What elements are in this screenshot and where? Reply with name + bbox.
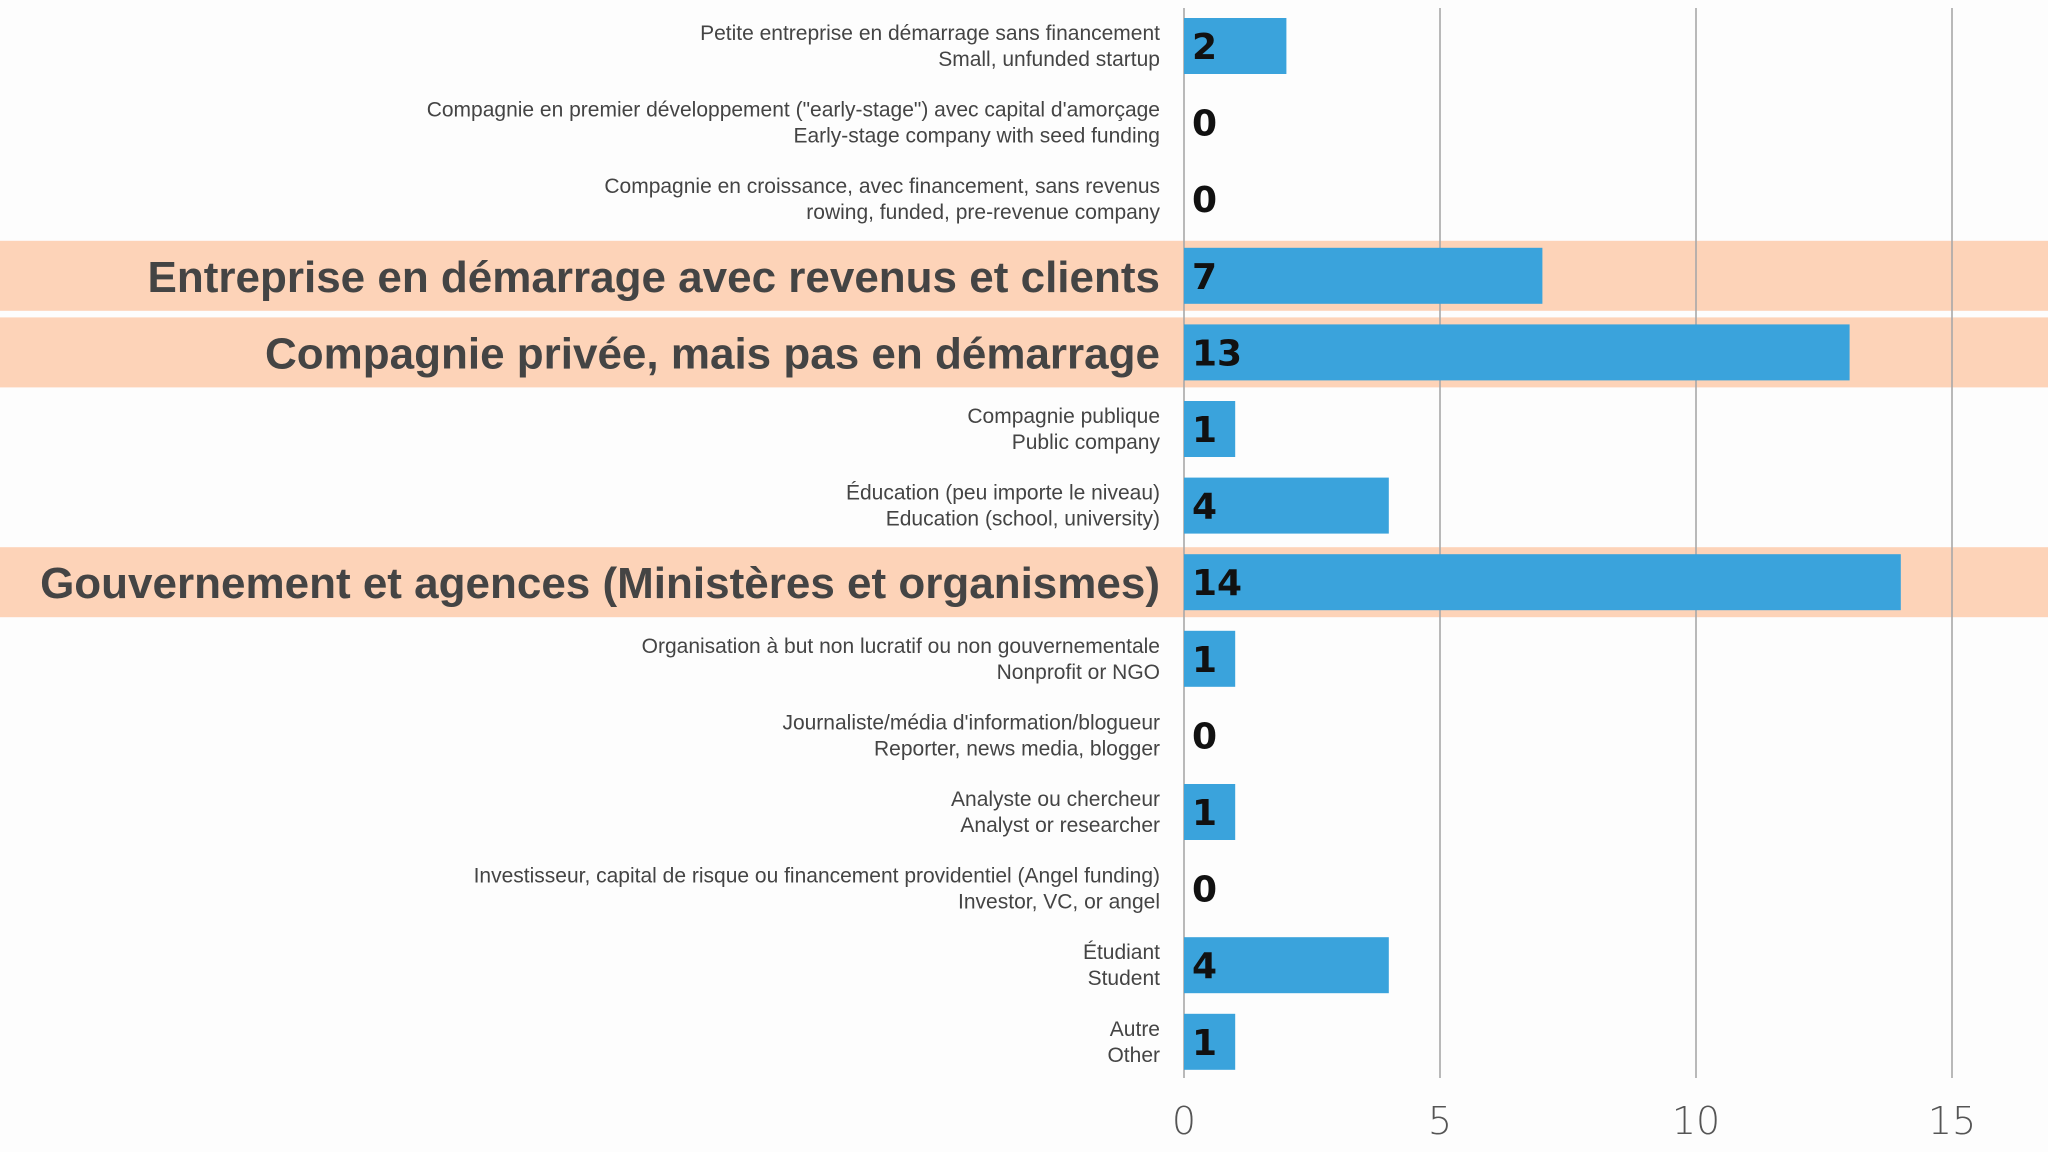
category-label: Autre Other: [1107, 1018, 1160, 1067]
category-label-fr: Autre: [1110, 1018, 1160, 1041]
bar: [1184, 324, 1850, 381]
bar: [1184, 247, 1543, 304]
category-label: Gouvernement et agences (Ministères et o…: [40, 559, 1160, 608]
category-label: Éducation (peu importe le niveau) Educati…: [846, 482, 1160, 531]
category-label-en: Early-stage company with seed funding: [793, 125, 1160, 148]
bar: [1184, 630, 1236, 687]
category-label-fr: Compagnie en croissance, avec financemen…: [604, 175, 1160, 198]
category-label-fr: Étudiant: [1083, 941, 1160, 964]
bar: [1184, 18, 1287, 74]
x-tick-label: 0: [1172, 1099, 1196, 1143]
category-label: Petite entreprise en démarrage sans fina…: [700, 22, 1160, 71]
highlight-band: [0, 240, 2048, 311]
bar: [1184, 477, 1389, 534]
bar: [1184, 784, 1236, 840]
category-label-en: Other: [1107, 1044, 1160, 1067]
bar-value-label: 0: [1192, 104, 1217, 145]
bar-value-label: 4: [1192, 487, 1217, 528]
bar: [1184, 554, 1901, 611]
bar-value-label: 1: [1192, 1023, 1217, 1064]
category-label-fr: Analyste ou chercheur: [951, 788, 1160, 811]
bar-value-label: 0: [1192, 870, 1217, 911]
bar-value-label: 14: [1192, 563, 1242, 604]
category-label-fr: Petite entreprise en démarrage sans fina…: [700, 22, 1160, 45]
category-label-fr: Compagnie en premier développement ("ear…: [427, 99, 1160, 122]
bar-value-label: 2: [1192, 27, 1217, 68]
category-label-en: Education (school, university): [886, 508, 1160, 531]
category-label: Analyste ou chercheur Analyst or research…: [951, 788, 1160, 837]
category-label: Étudiant Student: [1083, 941, 1160, 990]
bar-value-label: 0: [1192, 716, 1217, 757]
bar-value-label: 1: [1192, 793, 1217, 834]
bar-value-label: 13: [1192, 333, 1242, 374]
category-label: Entreprise en démarrage avec revenus et …: [148, 253, 1161, 302]
bar-value-label: 1: [1192, 410, 1217, 451]
category-label-fr: Éducation (peu importe le niveau): [846, 482, 1160, 505]
bar: [1184, 1013, 1236, 1070]
x-tick-label: 15: [1928, 1099, 1976, 1143]
bar-value-label: 4: [1192, 946, 1217, 987]
category-label-en: rowing, funded, pre-revenue company: [806, 201, 1160, 224]
bar: [1184, 937, 1389, 994]
category-label-en: Nonprofit or NGO: [997, 661, 1160, 684]
category-label: Journaliste/média d'information/blogueur…: [782, 711, 1160, 760]
category-label: Investisseur, capital de risque ou finan…: [474, 865, 1160, 914]
x-tick-label: 5: [1428, 1099, 1452, 1143]
category-label: Compagnie en croissance, avec financemen…: [604, 175, 1160, 224]
x-tick-label: 10: [1672, 1099, 1720, 1143]
bar: [1184, 401, 1236, 457]
category-label: Compagnie en premier développement ("ear…: [427, 99, 1160, 148]
bar-value-label: 0: [1192, 180, 1217, 221]
bar-value-label: 7: [1192, 257, 1217, 298]
category-label-en: Analyst or researcher: [960, 814, 1160, 837]
category-label-en: Investor, VC, or angel: [958, 891, 1160, 914]
category-label-en: Public company: [1012, 431, 1161, 454]
category-label-fr: Compagnie publique: [967, 405, 1160, 428]
category-label-en: Small, unfunded startup: [938, 48, 1160, 71]
category-label: Organisation à but non lucratif ou non g…: [642, 635, 1160, 684]
category-label: Compagnie privée, mais pas en démarrage: [265, 329, 1160, 378]
category-label-fr: Journaliste/média d'information/blogueur: [782, 711, 1160, 734]
category-label: Compagnie publique Public company: [967, 405, 1160, 454]
category-label-en: Student: [1088, 967, 1161, 990]
bar-value-label: 1: [1192, 640, 1217, 681]
category-label-fr: Organisation à but non lucratif ou non g…: [642, 635, 1160, 658]
category-label-fr: Investisseur, capital de risque ou finan…: [474, 865, 1160, 888]
category-label-en: Reporter, news media, blogger: [874, 737, 1160, 760]
